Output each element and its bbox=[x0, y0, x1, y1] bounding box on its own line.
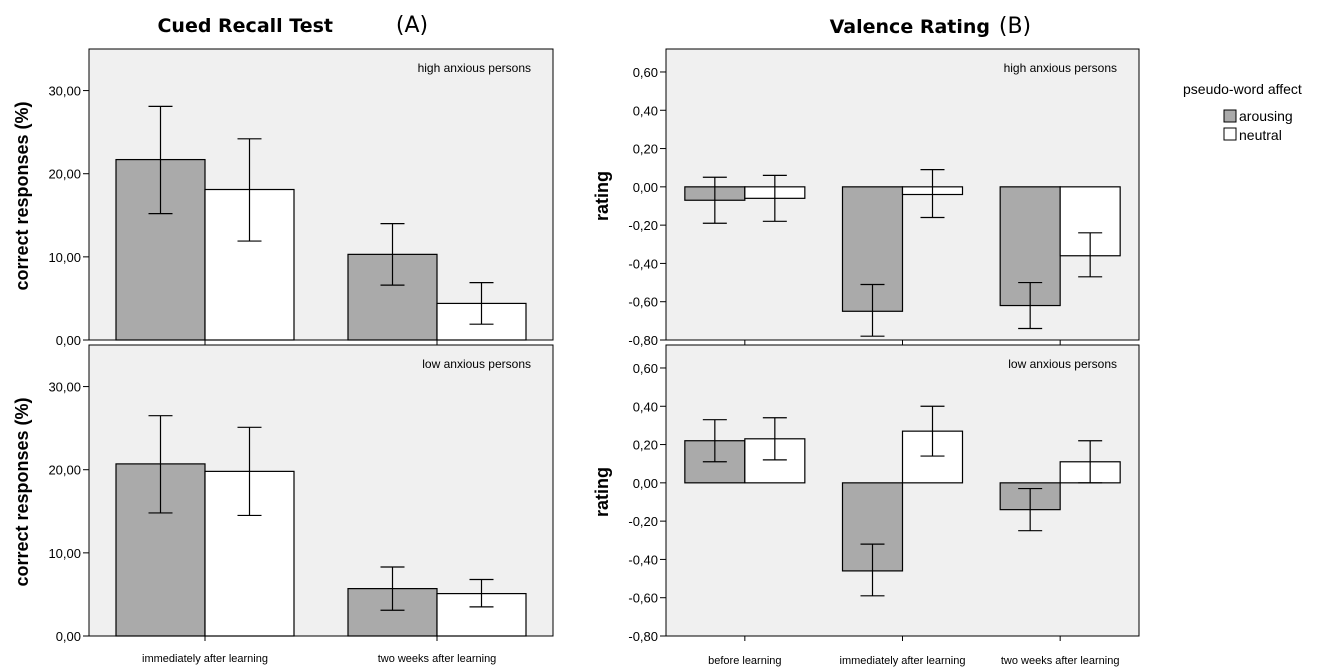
y-tick-label: 0,20 bbox=[633, 438, 658, 453]
chart-b-ylabel-bottom: rating bbox=[592, 467, 612, 517]
category-label: two weeks after learning bbox=[1001, 655, 1120, 667]
panel-label: high anxious persons bbox=[418, 61, 531, 75]
chart-a-title: Cued Recall Test bbox=[157, 15, 333, 37]
chart-a-panel-low: 0,00 10,00 20,00 30,00 low anxious persons bbox=[48, 344, 554, 644]
y-tick-label: 0,20 bbox=[633, 142, 658, 157]
category-label: two weeks after learning bbox=[378, 653, 497, 665]
chart-a-category-labels: immediately after learning two weeks afte… bbox=[142, 653, 496, 665]
y-tick-label: -0,80 bbox=[628, 629, 658, 644]
legend-title: pseudo-word affect bbox=[1183, 81, 1302, 97]
chart-b-letter: (B) bbox=[999, 14, 1031, 39]
legend-label-neutral: neutral bbox=[1239, 127, 1282, 143]
y-tick-label: 20,00 bbox=[48, 463, 81, 478]
y-tick-label: -0,40 bbox=[628, 256, 658, 271]
y-tick-label: -0,40 bbox=[628, 552, 658, 567]
y-tick-label: 0,60 bbox=[633, 65, 658, 80]
chart-a-panel-high: 0,00 10,00 20,00 30,00 high anxious persons bbox=[48, 48, 554, 348]
chart-b-panel-low: -0,80 -0,60 -0,40 -0,20 0,00 0,20 0,40 0,60 low … bbox=[628, 344, 1140, 644]
chart-a-ylabel-bottom: correct responses (%) bbox=[12, 397, 32, 586]
chart-a-letter: (A) bbox=[396, 13, 428, 38]
y-tick-label: 10,00 bbox=[48, 250, 81, 265]
legend-swatch-neutral bbox=[1223, 127, 1237, 141]
chart-a-ylabel-top: correct responses (%) bbox=[12, 101, 32, 290]
y-tick-label: 10,00 bbox=[48, 546, 81, 561]
y-tick-label: 0,00 bbox=[633, 476, 658, 491]
panel-label: low anxious persons bbox=[422, 357, 531, 371]
y-tick-label: 0,40 bbox=[633, 103, 658, 118]
y-tick-label: -0,60 bbox=[628, 295, 658, 310]
y-tick-label: -0,60 bbox=[628, 591, 658, 606]
y-tick-label: -0,20 bbox=[628, 218, 658, 233]
y-tick-label: -0,80 bbox=[628, 333, 658, 348]
y-tick-label: 30,00 bbox=[48, 380, 81, 395]
y-tick-label: -0,20 bbox=[628, 514, 658, 529]
chart-b: -0,80 -0,60 -0,40 -0,20 0,00 0,20 0,40 0,60 high… bbox=[628, 48, 1140, 667]
y-tick-label: 0,00 bbox=[56, 333, 81, 348]
legend: pseudo-word affect arousing neutral bbox=[1183, 81, 1302, 143]
y-tick-label: 20,00 bbox=[48, 167, 81, 182]
category-label: immediately after learning bbox=[142, 653, 268, 665]
y-tick-label: 30,00 bbox=[48, 84, 81, 99]
y-tick-label: 0,40 bbox=[633, 399, 658, 414]
y-tick-label: 0,60 bbox=[633, 361, 658, 376]
legend-label-arousing: arousing bbox=[1239, 108, 1293, 124]
panel-label: low anxious persons bbox=[1008, 357, 1117, 371]
legend-swatch-arousing bbox=[1223, 109, 1237, 123]
y-tick-label: 0,00 bbox=[56, 629, 81, 644]
category-label: immediately after learning bbox=[840, 655, 966, 667]
chart-b-category-labels: before learning immediately after learnin… bbox=[708, 655, 1119, 667]
category-label: before learning bbox=[708, 655, 781, 667]
panel-label: high anxious persons bbox=[1004, 61, 1117, 75]
chart-b-panel-high: -0,80 -0,60 -0,40 -0,20 0,00 0,20 0,40 0,60 high… bbox=[628, 48, 1140, 348]
y-tick-label: 0,00 bbox=[633, 180, 658, 195]
chart-b-title: Valence Rating bbox=[830, 16, 990, 38]
chart-b-ylabel-top: rating bbox=[592, 171, 612, 221]
